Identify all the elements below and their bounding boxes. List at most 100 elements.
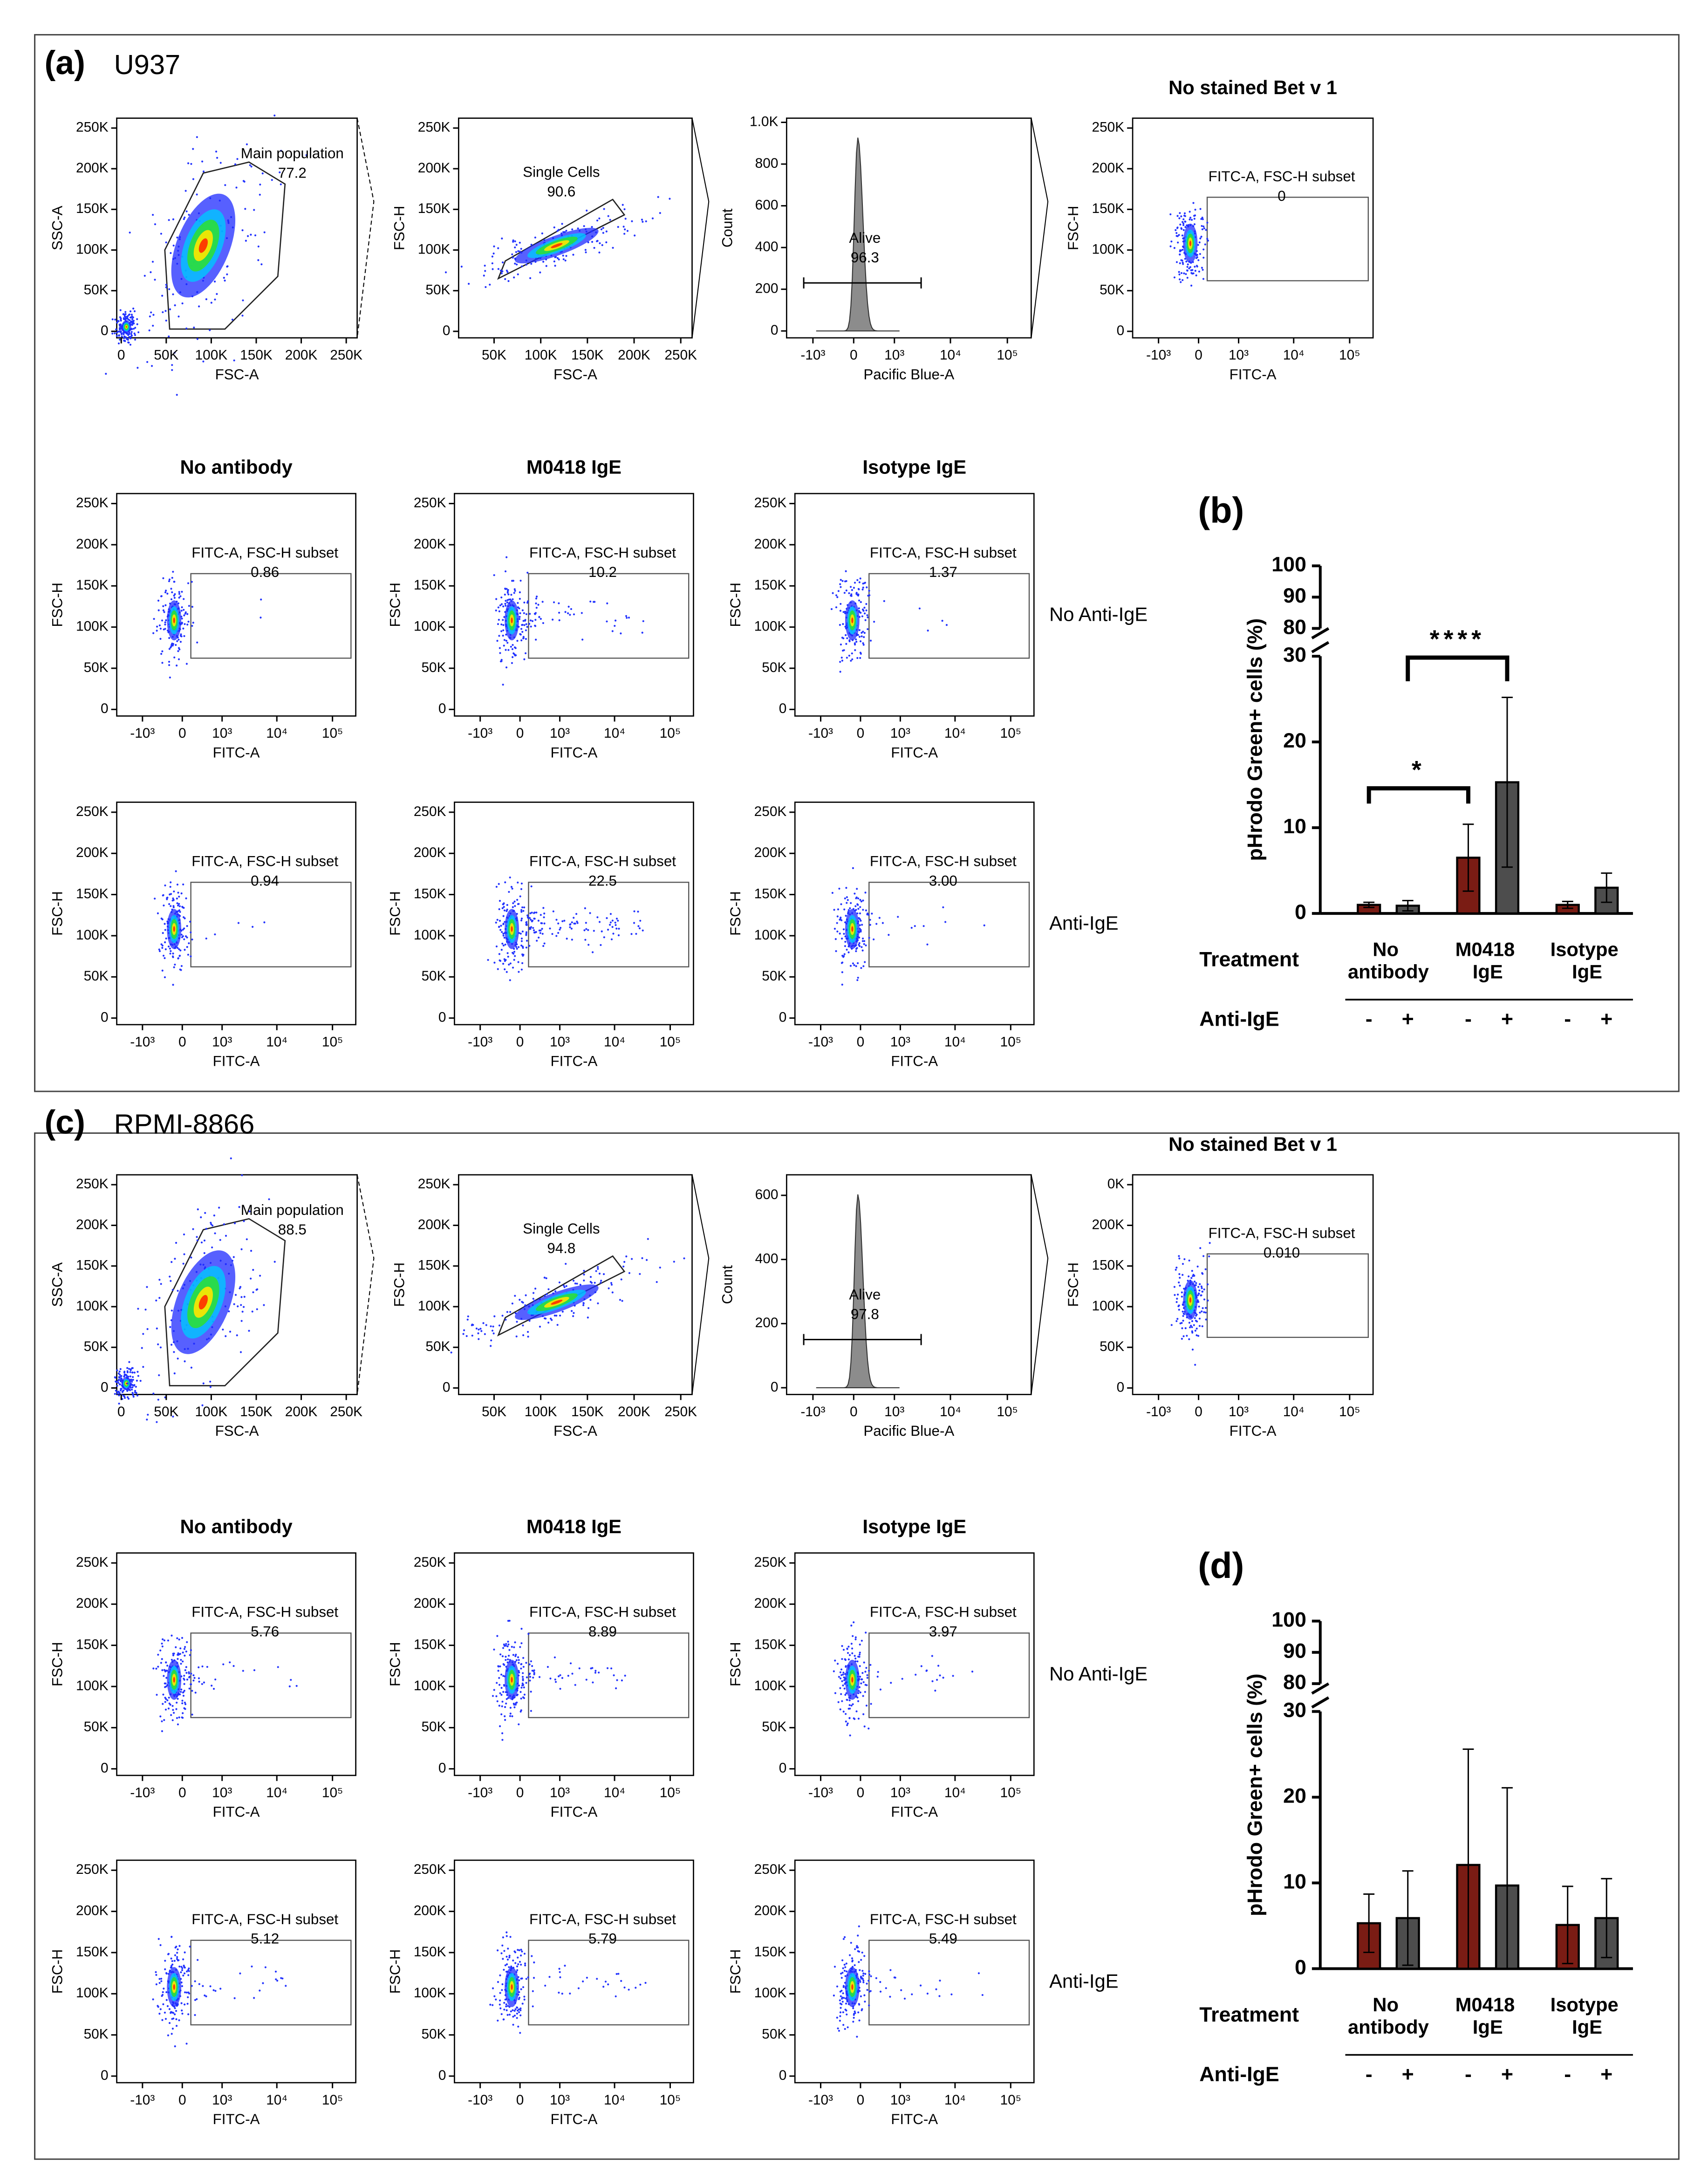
cell-dot — [511, 580, 513, 582]
cell-dot — [547, 1288, 550, 1290]
cell-dot — [130, 321, 133, 323]
cell-dot — [161, 295, 164, 297]
cell-dot — [499, 1992, 501, 1994]
cell-dot — [512, 906, 514, 908]
cell-dot — [526, 924, 528, 926]
cell-dot — [596, 916, 599, 919]
cell-dot — [842, 955, 845, 957]
y-tick-label: 0 — [779, 1761, 787, 1776]
cell-dot — [591, 240, 594, 243]
cell-dot — [851, 589, 853, 591]
cell-dot — [512, 598, 514, 601]
cell-dot — [861, 1951, 863, 1954]
cell-dot — [180, 2002, 183, 2004]
cell-dot — [848, 1704, 851, 1707]
cell-dot — [216, 293, 218, 295]
cell-dot — [534, 1288, 537, 1290]
cell-dot — [1170, 1324, 1173, 1326]
cell-dot — [218, 1207, 220, 1209]
cell-dot — [171, 1705, 174, 1707]
cell-dot — [117, 1391, 120, 1393]
cell-dot — [1191, 1348, 1194, 1351]
cell-dot — [867, 595, 869, 597]
cell-dot — [526, 571, 529, 574]
y-tick-label: 50K — [762, 2027, 786, 2042]
cell-dot — [225, 1234, 227, 1237]
cell-dot — [185, 1666, 187, 1668]
cell-dot — [561, 1310, 564, 1313]
y-tick-label: 200K — [754, 1903, 787, 1918]
cell-dot — [184, 1654, 186, 1657]
cell-dot — [495, 598, 498, 600]
cell-dot — [839, 671, 841, 673]
cell-dot — [175, 1708, 178, 1710]
cell-dot — [177, 1698, 179, 1700]
cell-dot — [621, 1679, 623, 1682]
cell-dot — [131, 1371, 134, 1374]
cell-dot — [518, 903, 520, 905]
cell-dot — [512, 953, 515, 955]
cell-dot — [519, 2032, 521, 2034]
cell-dot — [157, 1653, 159, 1656]
cell-dot — [518, 1659, 520, 1661]
cell-dot — [134, 1390, 137, 1392]
cell-dot — [558, 258, 560, 261]
cell-dot — [1202, 218, 1204, 220]
cell-dot — [212, 1989, 215, 1991]
y-axis-label: FSC-H — [387, 1642, 403, 1686]
cell-dot — [571, 921, 573, 924]
gate-value: 3.97 — [929, 1623, 957, 1639]
cell-dot — [875, 923, 878, 925]
cell-dot — [119, 338, 121, 341]
cell-dot — [846, 657, 848, 659]
cell-dot — [541, 232, 543, 234]
cell-dot — [157, 1938, 160, 1940]
y-tick-label: 50K — [421, 2027, 446, 2042]
cell-dot — [523, 1953, 526, 1955]
cell-dot — [522, 637, 525, 639]
cell-dot — [210, 302, 212, 304]
cell-dot — [157, 609, 160, 611]
cell-dot — [837, 1701, 840, 1703]
cell-dot — [185, 210, 188, 213]
x-tick-label: 150K — [240, 1404, 273, 1419]
cell-dot — [981, 1994, 984, 1996]
cell-dot — [871, 912, 873, 915]
cell-dot — [264, 1966, 266, 1968]
cell-dot — [171, 1344, 173, 1346]
cell-dot — [492, 1325, 494, 1328]
cell-dot — [499, 604, 501, 607]
cell-dot — [171, 576, 173, 579]
cell-dot — [256, 1288, 259, 1290]
cell-dot — [181, 590, 183, 593]
cell-dot — [1176, 1318, 1179, 1320]
cell-dot — [835, 594, 838, 596]
cell-dot — [1182, 261, 1184, 264]
cell-dot — [250, 165, 253, 168]
cell-dot — [836, 1663, 839, 1665]
y-tick-label: 50K — [421, 1719, 446, 1734]
cell-dot — [187, 1974, 190, 1976]
cell-dot — [233, 1303, 235, 1305]
cell-dot — [1191, 1326, 1193, 1329]
cell-dot — [164, 591, 167, 594]
y-tick-label: 100K — [418, 1298, 451, 1314]
cell-dot — [845, 634, 847, 636]
cell-dot — [1179, 1284, 1181, 1287]
cell-dot — [572, 1315, 574, 1317]
cell-dot — [219, 1239, 221, 1241]
cell-dot — [159, 1346, 162, 1349]
cell-dot — [847, 1658, 850, 1660]
cell-dot — [512, 256, 514, 259]
cell-dot — [503, 1684, 505, 1686]
cell-dot — [130, 337, 132, 340]
cell-dot — [165, 1991, 168, 1994]
cell-dot — [840, 579, 842, 581]
cell-dot — [130, 314, 133, 316]
y-tick-label: 90 — [1283, 1639, 1306, 1663]
cell-dot — [841, 1959, 844, 1961]
cell-dot — [146, 1286, 148, 1288]
cell-dot — [517, 273, 519, 275]
cell-dot — [499, 1725, 501, 1728]
cell-dot — [179, 1647, 182, 1650]
